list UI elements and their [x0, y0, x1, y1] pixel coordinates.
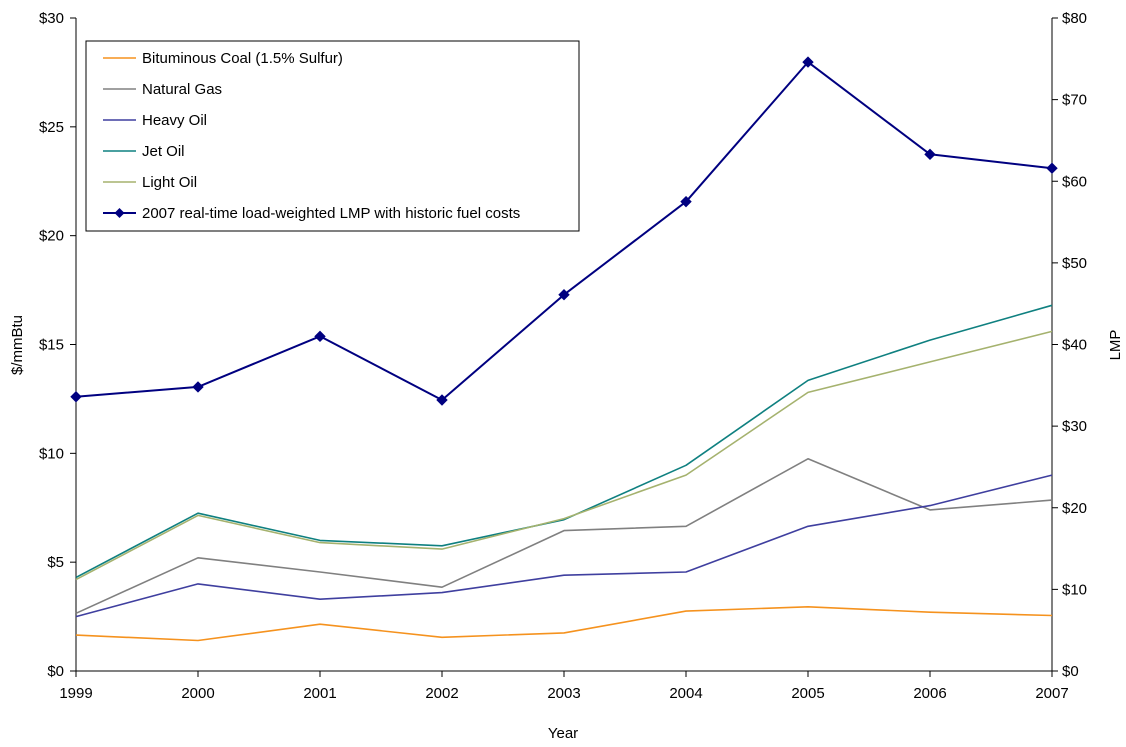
y-right-tick-label: $30 [1062, 418, 1087, 435]
series-point [436, 394, 448, 406]
x-tick-label: 2002 [425, 685, 458, 702]
series-group [75, 330, 1053, 581]
y-left-tick-label: $0 [47, 663, 64, 680]
y-right-tick-label: $60 [1062, 173, 1087, 190]
x-tick-label: 2001 [303, 685, 336, 702]
series-point [680, 195, 692, 208]
x-tick-label: 2004 [669, 685, 702, 702]
series-point [558, 289, 570, 301]
series-line [75, 330, 1053, 581]
legend-item: Bituminous Coal (1.5% Sulfur) [103, 50, 343, 67]
y-left-tick-label: $25 [39, 119, 64, 136]
legend-item: Jet Oil [103, 143, 185, 160]
series-point [802, 56, 814, 68]
series-point [70, 391, 82, 403]
x-tick-label: 2003 [547, 685, 580, 702]
legend-label: Bituminous Coal (1.5% Sulfur) [142, 50, 343, 67]
x-tick-label: 2007 [1035, 685, 1068, 702]
axes-layer: $0 $5 $10 $15 $20 $25 $30 $0 $10 $20 $30 $40 $50 $60 $… [39, 10, 1087, 702]
y-right-tick-label: $0 [1062, 663, 1079, 680]
series-group [70, 56, 1058, 406]
series-line [75, 304, 1053, 579]
y-right-tick-label: $70 [1062, 92, 1087, 109]
x-tick-label: 2000 [181, 685, 214, 702]
series-group [75, 474, 1053, 618]
y-axis-left-title: $/mmBtu [9, 315, 26, 375]
series-group [75, 457, 1053, 615]
legend-marker [114, 208, 125, 218]
y-left-tick-label: $20 [39, 228, 64, 245]
series-point [192, 381, 204, 393]
x-axis-title: Year [548, 725, 578, 742]
y-left-tick-label: $15 [39, 337, 64, 354]
y-left-tick-label: $30 [39, 10, 64, 27]
y-right-tick-label: $80 [1062, 10, 1087, 27]
y-right-tick-label: $40 [1062, 337, 1087, 354]
legend-item: Natural Gas [103, 81, 222, 98]
legend-label: Heavy Oil [142, 112, 207, 129]
legend-label: Light Oil [142, 174, 197, 191]
legend-item: 2007 real-time load-weighted LMP with hi… [103, 205, 520, 222]
legend-label: 2007 real-time load-weighted LMP with hi… [142, 205, 520, 222]
series-point [1046, 162, 1058, 174]
y-left-tick-label: $5 [47, 554, 64, 571]
series-group [75, 605, 1053, 642]
legend-box [85, 40, 580, 232]
series-line [75, 605, 1053, 642]
y-left-tick-label: $10 [39, 445, 64, 462]
series-line [75, 474, 1053, 618]
x-tick-label: 2005 [791, 685, 824, 702]
x-tick-label: 2006 [913, 685, 946, 702]
series-point [314, 330, 326, 343]
legend-item: Light Oil [103, 174, 197, 191]
y-right-tick-label: $20 [1062, 500, 1087, 517]
legend-label: Natural Gas [142, 81, 222, 98]
legend-label: Jet Oil [142, 143, 185, 160]
y-right-tick-label: $50 [1062, 255, 1087, 272]
y-axis-right-title: LMP [1107, 330, 1124, 361]
series-line [75, 457, 1053, 615]
x-tick-label: 1999 [59, 685, 92, 702]
series-group [75, 304, 1053, 579]
series-point [924, 148, 936, 161]
y-right-tick-label: $10 [1062, 581, 1087, 598]
legend-layer: Bituminous Coal (1.5% Sulfur) Natural Gas… [85, 40, 580, 232]
legend-item: Heavy Oil [103, 112, 207, 129]
series-layer [70, 56, 1058, 642]
